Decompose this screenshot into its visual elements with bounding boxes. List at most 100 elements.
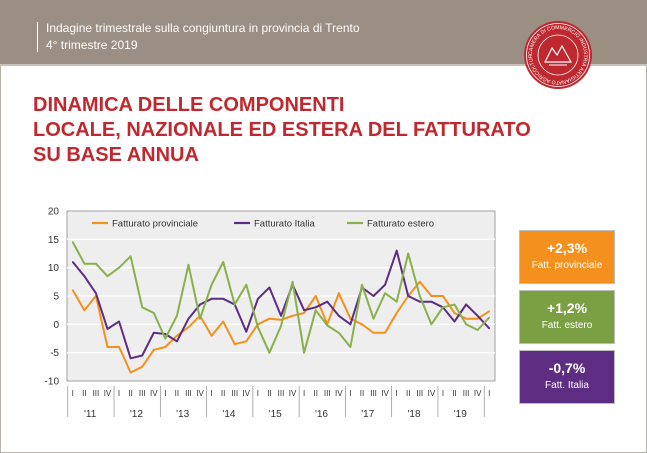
data-point <box>418 295 421 297</box>
data-point <box>141 365 144 368</box>
data-point <box>488 310 491 313</box>
x-tick-label: II <box>360 389 364 398</box>
data-point <box>164 346 167 348</box>
data-point <box>95 262 97 265</box>
data-point <box>384 283 386 286</box>
legend-label: Fatturato provinciale <box>112 219 198 230</box>
data-point <box>141 306 144 309</box>
data-point <box>233 343 236 346</box>
data-point <box>176 334 178 337</box>
x-tick-label: III <box>416 389 423 398</box>
y-tick-label: -10 <box>45 377 60 388</box>
data-point <box>303 312 305 314</box>
x-tick-label: III <box>231 389 238 398</box>
data-point <box>106 328 109 330</box>
x-tick-label: I <box>72 389 74 398</box>
main-title: DINAMICA DELLE COMPONENTI LOCALE, NAZION… <box>33 93 613 168</box>
data-point <box>291 314 294 317</box>
chamber-seal-logo: CAMERA DI COMMERCIO INDUSTRIA ARTIGIANAT… <box>523 20 592 89</box>
kpi-label-italia: Fatt. Italia <box>545 380 589 391</box>
data-point <box>361 323 363 326</box>
data-point <box>303 351 305 354</box>
x-tick-label: I <box>210 389 212 398</box>
x-tick-label: I <box>164 389 166 398</box>
x-tick-label: IV <box>196 389 204 398</box>
data-point <box>210 283 213 286</box>
data-point <box>152 331 155 334</box>
data-point <box>372 331 375 334</box>
data-point <box>418 280 421 283</box>
data-point <box>430 323 433 326</box>
data-point <box>384 331 386 334</box>
x-tick-label: II <box>313 389 317 398</box>
data-point <box>71 289 74 292</box>
data-point <box>222 320 225 323</box>
data-point <box>176 314 178 317</box>
x-tick-label: I <box>396 389 398 398</box>
data-point <box>349 317 352 320</box>
data-point <box>210 297 213 300</box>
data-point <box>118 320 120 323</box>
data-point <box>407 295 410 297</box>
year-label: '17 <box>361 409 374 420</box>
x-tick-label: III <box>463 389 470 398</box>
x-tick-label: III <box>370 389 377 398</box>
data-point <box>164 333 167 335</box>
data-point <box>291 280 294 283</box>
x-tick-label: II <box>452 389 456 398</box>
data-point <box>476 329 479 331</box>
data-point <box>152 312 155 314</box>
kpi-value-italia: -0,7% <box>548 360 586 376</box>
header-underline <box>0 64 647 66</box>
data-point <box>442 306 444 309</box>
data-point <box>83 275 86 278</box>
data-point <box>418 300 421 303</box>
x-tick-label: IV <box>243 389 251 398</box>
data-point <box>314 306 317 309</box>
kpi-value-provinciale: +2,3% <box>546 240 588 256</box>
data-point <box>314 309 317 312</box>
data-point <box>268 286 271 289</box>
data-point <box>106 275 109 278</box>
data-point <box>349 323 352 326</box>
x-tick-label: III <box>278 389 285 398</box>
x-tick-label: III <box>324 389 331 398</box>
data-point <box>95 292 97 295</box>
kpi-box-italia: -0,7% Fatt. Italia <box>519 350 615 404</box>
data-point <box>407 252 410 255</box>
year-label: '18 <box>408 409 421 420</box>
year-label: '12 <box>130 409 143 420</box>
x-tick-label: II <box>175 389 179 398</box>
data-point <box>268 351 271 354</box>
y-tick-label: 0 <box>53 320 59 331</box>
x-tick-label: IV <box>474 389 482 398</box>
x-tick-label: IV <box>150 389 158 398</box>
data-point <box>280 318 282 321</box>
data-point <box>257 326 259 329</box>
year-label: '15 <box>269 409 282 420</box>
data-point <box>430 295 433 297</box>
data-point <box>141 354 144 357</box>
data-point <box>129 255 132 258</box>
x-tick-label: II <box>267 389 271 398</box>
year-label: '13 <box>176 409 189 420</box>
data-point <box>395 249 398 252</box>
data-point <box>222 261 225 263</box>
data-point <box>187 263 190 266</box>
data-point <box>326 300 329 303</box>
kpi-label-estero: Fatt. estero <box>541 320 593 331</box>
y-tick-label: 20 <box>48 207 60 218</box>
data-point <box>476 317 479 320</box>
data-point <box>337 331 340 334</box>
header-subtitle: 4° trimestre 2019 <box>46 38 138 52</box>
data-point <box>349 346 352 348</box>
x-tick-label: IV <box>428 389 436 398</box>
data-point <box>187 317 190 320</box>
data-point <box>280 325 282 327</box>
title-line-1: DINAMICA DELLE COMPONENTI <box>33 94 345 116</box>
data-point <box>430 300 433 303</box>
kpi-box-estero: +1,2% Fatt. estero <box>519 290 615 344</box>
year-label: '14 <box>222 409 235 420</box>
data-point <box>71 261 74 263</box>
